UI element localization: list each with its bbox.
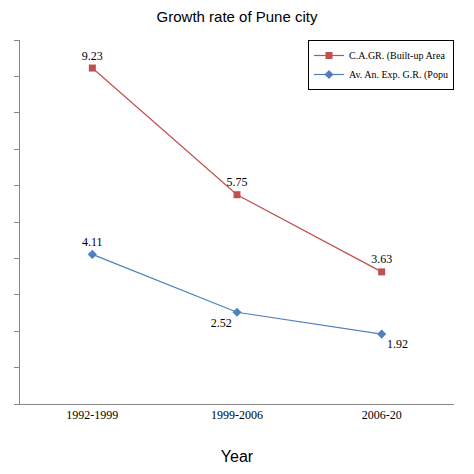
svg-text:2.52: 2.52 (211, 316, 232, 330)
svg-text:5.75: 5.75 (227, 175, 248, 189)
svg-text:Av. An. Exp. G.R. (Popu: Av. An. Exp. G.R. (Popu (349, 69, 448, 81)
svg-text:C.A.GR. (Built-up Area: C.A.GR. (Built-up Area (349, 50, 445, 62)
svg-text:1992-1999: 1992-1999 (66, 408, 118, 422)
svg-text:Growth rate of Pune city: Growth rate of Pune city (157, 8, 318, 25)
svg-text:4.11: 4.11 (82, 235, 103, 249)
svg-text:3.63: 3.63 (371, 252, 392, 266)
svg-text:2006-20: 2006-20 (362, 408, 402, 422)
svg-text:1.92: 1.92 (387, 337, 408, 351)
svg-text:1999-2006: 1999-2006 (211, 408, 263, 422)
svg-text:9.23: 9.23 (82, 49, 103, 63)
svg-text:Year: Year (221, 448, 254, 465)
